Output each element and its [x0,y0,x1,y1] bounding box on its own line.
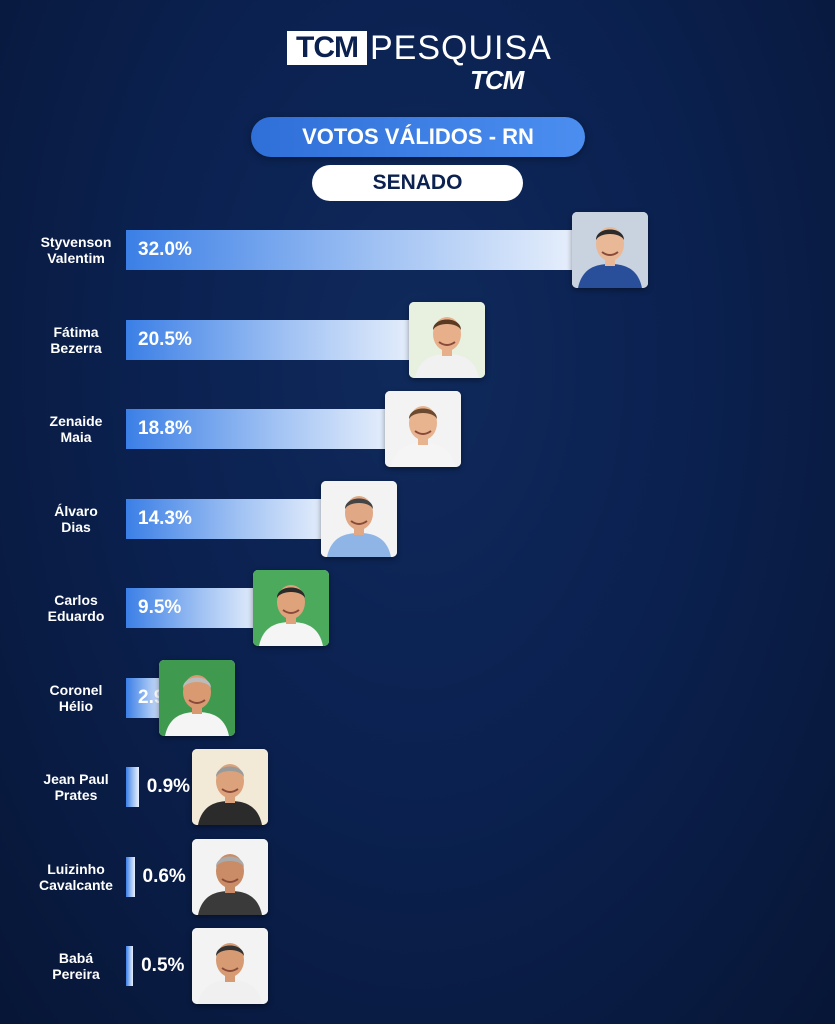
candidate-name: Jean Paul Prates [28,771,124,803]
bar [126,230,580,270]
person-icon [192,928,268,1004]
bar [126,498,329,539]
bar-value-label: 18.8% [138,418,192,439]
candidate-name-line2: Dias [61,518,91,535]
bar-row: Styvenson Valentim 32.0% [0,210,835,290]
candidate-name-line2: Valentim [47,250,105,266]
candidate-photo [159,659,236,736]
candidate-name-line1: Álvaro [54,502,98,519]
candidate-photo [192,928,268,1004]
candidate-name: Fátima Bezerra [28,324,124,356]
candidate-name: Coronel Hélio [28,682,124,714]
candidate-name-line2: Eduardo [47,608,105,624]
candidate-name-line2: Prates [54,787,98,803]
bar-row: CoronelHélio2.9% [0,658,835,738]
bar-row: Zenaide Maia 18.8% [0,389,835,469]
candidate-name-line1: Fátima [53,323,99,340]
bar-value-label: 32.0% [138,239,192,260]
bar-value-label: 20.5% [138,328,192,350]
person-icon [252,570,329,646]
tcm-pesquisa-logo: TCM PESQUISA TCM [0,28,835,98]
person-icon [320,480,397,557]
candidate-name-line2: Cavalcante [39,876,113,893]
person-icon [192,838,268,915]
bar-value-label: 0.6% [142,865,186,887]
candidate-name: Luizinho Cavalcante [28,861,124,893]
bar-value-label: 0.5% [141,955,185,976]
bar-row: Luizinho Cavalcante 0.6% [0,837,835,917]
person-icon [159,659,236,736]
person-icon [572,212,648,288]
candidate-name: Carlos Eduardo [28,592,124,624]
bar-row: Álvaro Dias 14.3% [0,479,835,559]
bar [126,409,393,449]
bar-value-label: 0.9% [146,776,191,797]
candidate-photo [408,301,485,378]
candidate-photo [192,749,268,825]
candidate-name-line1: Styvenson [40,234,112,250]
candidate-name-line2: Pereira [52,966,100,982]
candidate-name-line1: Luizinho [47,860,105,877]
candidate-name-line1: Jean Paul [43,771,109,787]
bar [126,588,261,628]
candidate-name-line2: Hélio [58,697,94,714]
candidate-photo [572,212,648,288]
bar [126,856,135,897]
candidate-photo [384,391,461,467]
logo-sub: TCM [470,65,524,95]
logo-box-text: TCM [287,31,367,65]
candidate-photo [320,480,397,557]
chart-subtitle: SENADO [312,165,523,201]
candidate-name-line1: Coronel [49,681,103,698]
bar-row: Fátima Bezerra 20.5% [0,300,835,380]
bar-value-label: 9.5% [138,597,182,618]
candidate-name: Álvaro Dias [28,503,124,535]
bar-row: Jean Paul Prates 0.9% [0,747,835,827]
candidate-name-line1: Zenaide [49,413,103,429]
candidate-name-line1: Carlos [54,592,98,608]
candidate-name-line1: Babá [58,950,94,966]
bar [126,319,417,360]
candidate-photo [252,570,329,646]
bar-row: Carlos Eduardo 9.5% [0,568,835,648]
bar-row: Babá Pereira 0.5% [0,926,835,1006]
person-icon [192,749,268,825]
logo-word: PESQUISA [370,29,552,67]
person-icon [384,391,461,467]
bar-value-label: 14.3% [138,507,192,529]
chart-title: VOTOS VÁLIDOS - RN [251,117,585,157]
candidate-name: Babá Pereira [28,950,124,982]
candidate-name-line2: Bezerra [50,339,102,356]
person-icon [408,301,485,378]
candidate-name: Zenaide Maia [28,413,124,445]
candidate-photo [192,838,268,915]
candidate-name-line2: Maia [60,429,92,445]
candidate-name: Styvenson Valentim [28,234,124,266]
bar [126,767,139,807]
bar [126,946,134,986]
